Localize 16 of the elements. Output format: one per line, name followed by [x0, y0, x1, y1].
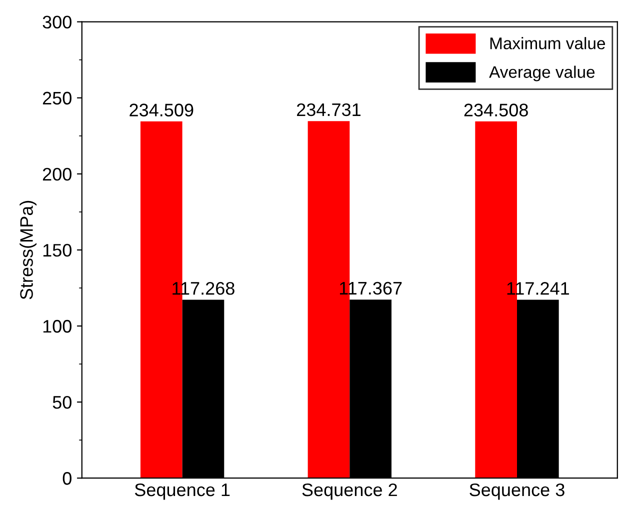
y-tick-label: 0: [62, 472, 72, 485]
y-tick-label: 100: [43, 320, 72, 333]
x-tick-label: Sequence 3: [470, 483, 564, 500]
y-tick-label: 50: [52, 396, 72, 409]
data-label: 234.731: [297, 103, 360, 116]
legend-label: Average value: [489, 66, 595, 82]
y-axis-title: Stress(MPa): [20, 200, 36, 300]
data-label: 234.509: [130, 104, 194, 116]
legend-label: Maximum value: [490, 37, 605, 50]
y-tick-label: 250: [42, 92, 72, 105]
y-tick-label: 200: [42, 168, 72, 181]
data-label: 234.508: [464, 104, 528, 116]
y-tick-label: 300: [42, 16, 72, 29]
x-tick-label: Sequence 1: [134, 483, 230, 500]
y-tick-label: 150: [43, 244, 72, 257]
x-tick-label: Sequence 2: [302, 483, 397, 500]
